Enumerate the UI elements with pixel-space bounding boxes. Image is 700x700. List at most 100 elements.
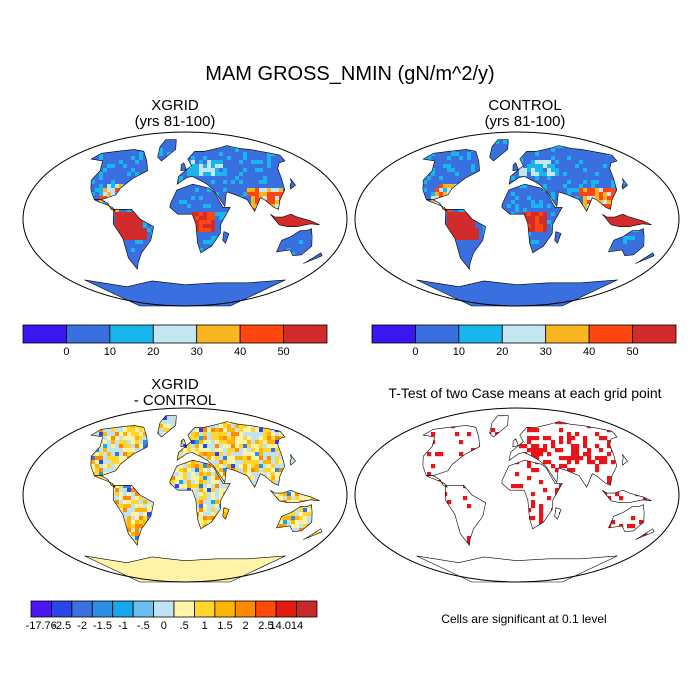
grid-cell (131, 212, 136, 217)
grid-cell (519, 196, 524, 201)
grid-cell (219, 168, 224, 173)
grid-cell (327, 140, 331, 144)
grid-cell (663, 168, 667, 172)
grid-cell (203, 180, 208, 185)
grid-cell (203, 220, 208, 225)
grid-cell (631, 148, 636, 153)
grid-cell (191, 212, 196, 217)
grid-cell (51, 276, 55, 280)
grid-cell (111, 139, 116, 141)
grid-cell (559, 168, 564, 173)
grid-cell (595, 132, 599, 136)
grid-cell (567, 160, 572, 165)
grid-cell (279, 244, 284, 249)
grid-cell (447, 172, 452, 177)
grid-cell (371, 140, 375, 144)
grid-cell (291, 292, 296, 297)
grid-cell (419, 132, 423, 136)
grid-cell (675, 188, 679, 192)
grid-cell (319, 280, 323, 285)
grid-cell (75, 148, 79, 152)
grid-cell (315, 304, 320, 306)
grid-cell (215, 168, 220, 173)
grid-cell (423, 132, 427, 136)
grid-cell (555, 164, 560, 169)
grid-cell (203, 228, 208, 233)
grid-cell (279, 188, 284, 193)
grid-cell (31, 152, 35, 156)
grid-cell (439, 164, 444, 169)
grid-cell (587, 196, 592, 201)
grid-cell (187, 284, 192, 289)
grid-cell (35, 168, 39, 172)
grid-cell (275, 180, 280, 185)
grid-cell (431, 152, 436, 157)
grid-cell (99, 188, 104, 193)
grid-cell (451, 172, 456, 177)
grid-cell (123, 172, 128, 177)
grid-cell (203, 168, 208, 173)
grid-cell (99, 156, 104, 161)
grid-cell (123, 288, 128, 293)
grid-cell (371, 168, 375, 172)
grid-cell (383, 156, 387, 160)
grid-cell (135, 256, 140, 261)
grid-cell (311, 300, 316, 305)
grid-cell (359, 188, 363, 192)
grid-cell (219, 156, 224, 161)
grid-cell (119, 292, 124, 297)
grid-cell (607, 184, 612, 189)
grid-cell (179, 292, 184, 297)
grid-cell (275, 172, 280, 177)
grid-cell (631, 132, 635, 136)
grid-cell (31, 156, 35, 160)
grid-cell (567, 180, 572, 185)
grid-cell (215, 208, 220, 213)
grid-cell (471, 152, 476, 157)
grid-cell (183, 192, 188, 197)
grid-cell (59, 144, 63, 148)
grid-cell (131, 148, 136, 153)
grid-cell (27, 176, 31, 180)
grid-cell (183, 304, 188, 306)
grid-cell (55, 144, 59, 148)
grid-cell (523, 188, 528, 193)
grid-cell (179, 176, 184, 181)
grid-cell (219, 172, 224, 177)
grid-cell (255, 152, 260, 157)
grid-cell (599, 188, 604, 193)
coastline (222, 231, 230, 244)
grid-cell (599, 132, 603, 136)
grid-cell (343, 164, 347, 168)
grid-cell (335, 260, 339, 264)
grid-cell (551, 180, 556, 185)
grid-cell (207, 192, 212, 197)
grid-cell (547, 148, 552, 153)
grid-cell (239, 296, 244, 301)
grid-cell (147, 300, 152, 305)
grid-cell (315, 139, 320, 141)
grid-cell (207, 156, 212, 161)
grid-cell (95, 140, 100, 145)
grid-cell (647, 132, 651, 136)
grid-cell (51, 288, 55, 292)
grid-cell (307, 144, 312, 149)
grid-cell (267, 304, 272, 306)
grid-cell (599, 139, 604, 141)
grid-cell (47, 144, 51, 148)
grid-cell (283, 139, 288, 141)
grid-cell (115, 292, 120, 297)
grid-cell (279, 216, 284, 221)
grid-cell (103, 296, 108, 301)
grid-cell (263, 184, 268, 189)
grid-cell (247, 196, 252, 201)
grid-cell (439, 180, 444, 185)
grid-cell (135, 244, 140, 249)
grid-cell (267, 140, 272, 145)
grid-cell (35, 272, 39, 276)
grid-cell (51, 304, 55, 308)
grid-cell (599, 168, 604, 173)
grid-cell (647, 144, 652, 149)
panel2-title-line1: CONTROL (488, 97, 562, 114)
grid-cell (111, 168, 116, 173)
